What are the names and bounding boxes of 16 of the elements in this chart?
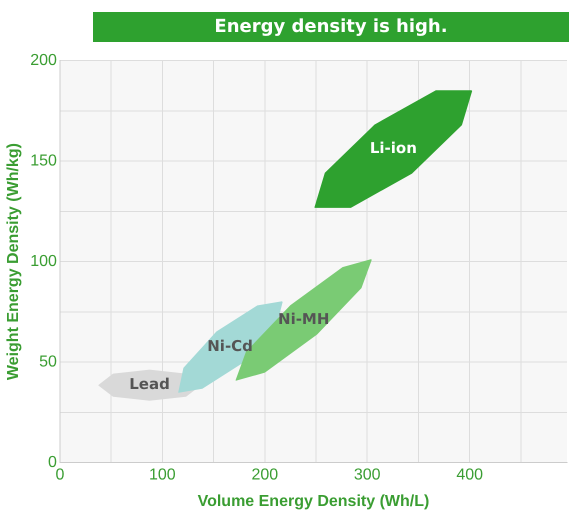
series-label: Ni-MH <box>278 310 330 328</box>
series-label: Li-ion <box>370 138 417 157</box>
x-tick-label: 200 <box>251 466 278 484</box>
x-tick-label: 400 <box>456 466 484 484</box>
series-label: Ni-Cd <box>207 336 253 355</box>
x-axis-title: Volume Energy Density (Wh/L) <box>198 492 430 510</box>
y-tick-label: 0 <box>48 454 57 472</box>
y-tick-label: 150 <box>30 152 57 170</box>
x-tick-label: 100 <box>148 466 176 484</box>
y-tick-label: 200 <box>30 52 57 70</box>
y-tick-label: 100 <box>30 253 57 270</box>
chart-title: Energy density is high. <box>93 12 569 42</box>
series-label: Lead <box>129 375 170 394</box>
x-tick-label: 300 <box>354 466 381 484</box>
y-axis-title: Weight Energy Density (Wh/kg) <box>5 143 22 380</box>
y-tick-label: 50 <box>39 354 57 371</box>
